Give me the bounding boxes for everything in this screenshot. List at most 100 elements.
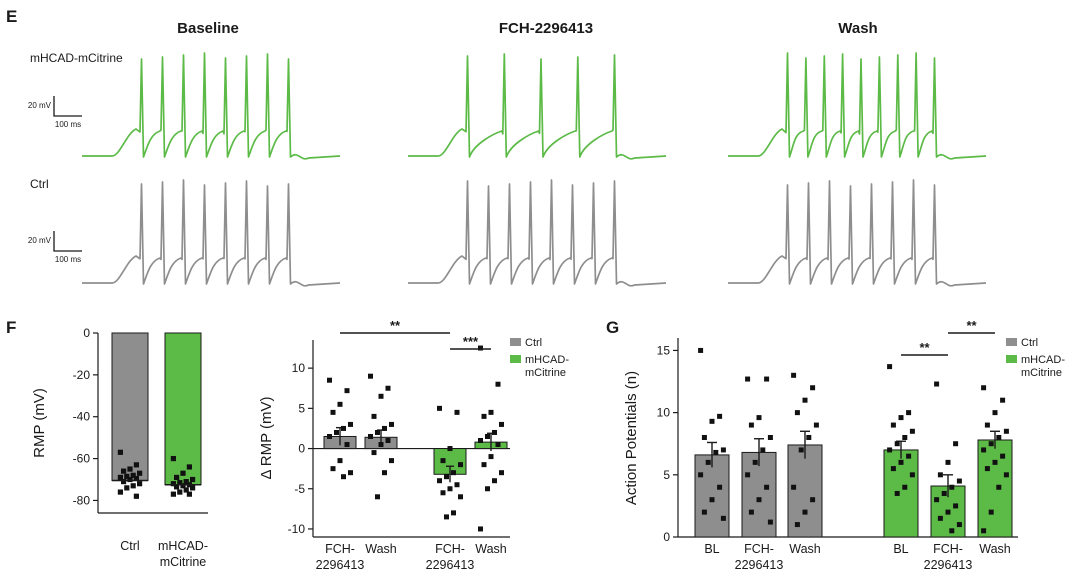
- data-point: [720, 447, 726, 453]
- row-label-ctrl: Ctrl: [30, 177, 49, 191]
- data-point: [701, 509, 707, 515]
- data-point: [988, 509, 994, 515]
- data-point: [327, 433, 332, 439]
- data-point: [341, 425, 346, 431]
- data-point: [371, 413, 377, 419]
- data-point: [794, 410, 800, 416]
- data-point: [451, 510, 456, 516]
- data-point: [334, 429, 339, 435]
- data-point: [337, 458, 343, 464]
- y-tick-label: 5: [298, 401, 305, 415]
- data-point: [984, 422, 990, 428]
- scale-bar-time-label: 100 ms: [55, 120, 81, 129]
- data-point: [748, 509, 754, 515]
- data-point: [488, 409, 494, 415]
- data-point: [440, 458, 446, 464]
- data-point: [981, 385, 987, 391]
- significance-label: **: [919, 340, 930, 355]
- y-axis-label: RMP (mV): [31, 388, 48, 458]
- data-point: [180, 470, 186, 476]
- data-point: [890, 466, 896, 472]
- scale-bar-voltage-label: 20 mV: [28, 101, 52, 110]
- data-point: [890, 422, 896, 428]
- data-point: [341, 474, 346, 480]
- data-point: [760, 447, 766, 453]
- x-category-label: mCitrine: [160, 555, 207, 569]
- data-point: [170, 455, 176, 462]
- data-point: [756, 415, 762, 421]
- panel-g-action-potentials-chart: G 0 5 10 15 Action Potentials (n) BL FCH- 229641…: [606, 318, 1065, 572]
- y-tick-label: -80: [73, 493, 91, 507]
- y-tick-label: -20: [73, 368, 91, 382]
- legend-swatch: [1006, 355, 1017, 363]
- data-point: [981, 528, 987, 534]
- data-point: [810, 385, 816, 391]
- panel-label-e: E: [6, 7, 17, 26]
- data-point: [133, 462, 139, 468]
- panel-label-f: F: [6, 318, 16, 337]
- x-category-label: BL: [893, 542, 908, 556]
- bar-ctrl: [111, 332, 149, 482]
- data-point: [767, 435, 773, 440]
- voltage-trace: [82, 52, 341, 160]
- data-point: [495, 381, 501, 387]
- data-point: [791, 484, 797, 490]
- data-point: [117, 449, 123, 455]
- legend-label: Ctrl: [525, 337, 542, 349]
- scale-bar: [53, 231, 82, 252]
- data-point: [953, 441, 959, 447]
- legend-label: mCitrine: [1021, 367, 1062, 379]
- data-point: [478, 438, 483, 444]
- panel-f-rmp-bar-chart: F 0 -20 -40 -60 -80 RMP (mV) Ctrl mHCAD-mCitrine: [6, 318, 208, 569]
- data-point: [810, 497, 816, 503]
- data-point: [953, 503, 959, 509]
- data-point: [709, 497, 715, 503]
- data-point: [495, 442, 501, 448]
- x-category-label: FCH-: [325, 542, 355, 556]
- panel-label-g: G: [606, 318, 619, 337]
- data-point: [717, 484, 723, 490]
- legend-label: Ctrl: [1021, 337, 1038, 349]
- data-point: [444, 514, 449, 520]
- data-point: [447, 486, 453, 492]
- data-point: [705, 459, 711, 465]
- data-point: [992, 459, 998, 465]
- data-point: [186, 491, 192, 497]
- x-category-label: FCH-: [933, 542, 963, 556]
- data-point: [454, 482, 460, 488]
- data-point: [909, 428, 915, 434]
- data-point: [330, 466, 336, 472]
- data-point: [806, 435, 812, 440]
- row-label-mhcad: mHCAD-mCitrine: [30, 51, 123, 65]
- voltage-trace: [82, 179, 341, 287]
- data-point: [127, 476, 133, 483]
- data-point: [996, 484, 1002, 490]
- x-category-label: Wash: [979, 542, 1011, 556]
- data-point: [137, 470, 143, 476]
- y-tick-label: 0: [83, 326, 90, 340]
- data-point: [492, 478, 497, 484]
- data-point: [956, 522, 962, 528]
- data-point: [720, 515, 726, 521]
- data-point: [488, 454, 494, 460]
- data-point: [499, 470, 504, 476]
- voltage-trace: [728, 52, 987, 160]
- data-point: [368, 373, 373, 379]
- y-tick-label: -60: [73, 452, 91, 466]
- data-point: [121, 468, 127, 474]
- data-point: [378, 442, 384, 448]
- data-point: [130, 483, 136, 489]
- data-point: [798, 447, 804, 453]
- data-point: [492, 429, 497, 435]
- data-point: [371, 450, 377, 456]
- data-point: [945, 509, 951, 515]
- y-tick-label: -40: [73, 410, 91, 424]
- legend-swatch: [1006, 338, 1017, 346]
- significance-label: **: [966, 318, 977, 333]
- data-point: [190, 476, 196, 483]
- data-point: [802, 397, 808, 403]
- y-tick-label: 10: [657, 406, 671, 420]
- data-point: [887, 447, 893, 453]
- data-point: [133, 475, 139, 482]
